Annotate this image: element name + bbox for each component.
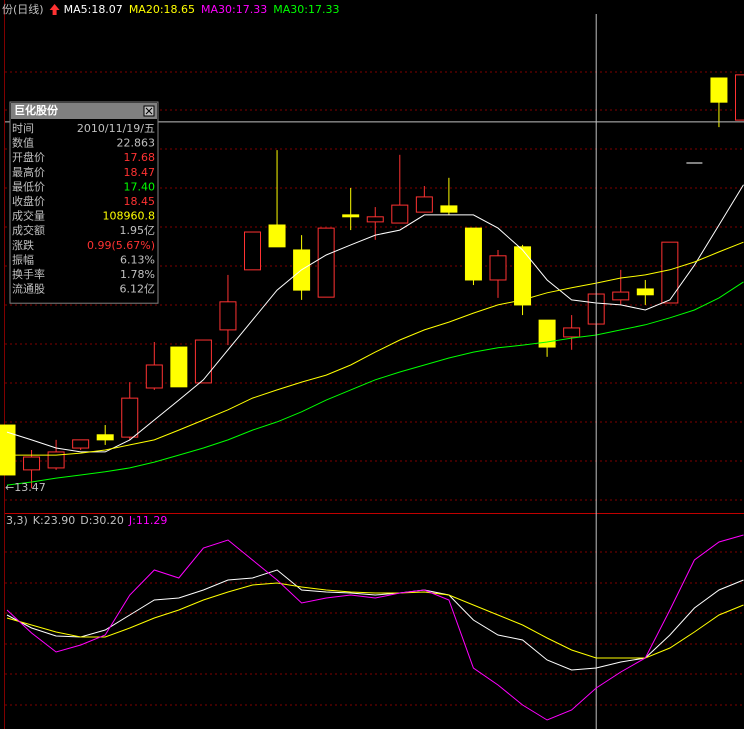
panel-frame xyxy=(9,101,159,304)
panel-label: 最低价 xyxy=(12,180,45,193)
candle-body xyxy=(489,255,507,281)
header: 份(日线) MA5:18.07 MA20:18.65 MA30:17.33 MA30:1… xyxy=(2,2,339,527)
candle-body xyxy=(538,319,556,348)
indicator-line xyxy=(6,582,744,659)
panel-value: 18.45 xyxy=(124,195,156,208)
panel-titlebar xyxy=(11,103,157,119)
panel-value: 22.863 xyxy=(117,137,156,150)
panel-value: 2010/11/19/五 xyxy=(77,122,155,135)
legend-entry: MA30:17.33 xyxy=(273,3,339,16)
legend-entry: J:11.29 xyxy=(128,514,167,527)
candle-body xyxy=(145,364,163,389)
candle-body xyxy=(415,196,433,213)
candle-body xyxy=(661,241,679,304)
candle-body xyxy=(391,204,409,224)
panel-label: 时间 xyxy=(12,122,34,135)
panel-value: 17.40 xyxy=(124,180,156,193)
legend-entry: K:23.90 xyxy=(33,514,75,527)
panel-label: 涨跌 xyxy=(12,238,34,252)
candle-body xyxy=(219,301,237,331)
panel-label: 换手率 xyxy=(12,267,45,281)
panel-value: 0.99(5.67%) xyxy=(87,239,155,252)
panel-value: 6.12亿 xyxy=(120,283,156,296)
candle-body xyxy=(440,205,458,213)
candle-body xyxy=(23,456,41,471)
up-arrow-icon xyxy=(49,4,60,15)
panel-label: 数值 xyxy=(12,137,34,150)
legend-entry: MA5:18.07 xyxy=(64,3,123,16)
candle-body xyxy=(244,231,261,271)
candle-body xyxy=(194,339,212,384)
legend-entry: MA20:18.65 xyxy=(129,3,195,16)
candle-body xyxy=(710,77,728,103)
panel-label: 开盘价 xyxy=(12,150,45,164)
panel-label: 振幅 xyxy=(12,252,34,266)
candle-body xyxy=(366,216,384,223)
candle-body xyxy=(96,434,114,441)
candle-body xyxy=(342,214,360,218)
panel-value: 6.13% xyxy=(120,253,155,266)
indicator-line xyxy=(6,569,744,671)
indicator-title: 3,3) xyxy=(6,514,28,527)
panel-title: 巨化股份 xyxy=(14,103,59,117)
indicator-line xyxy=(7,241,744,456)
candle-body xyxy=(464,227,482,281)
indicator-line xyxy=(6,534,744,721)
indicator-line xyxy=(6,281,744,486)
candle-body xyxy=(735,74,744,121)
panel-value: 18.47 xyxy=(124,166,156,179)
candle-body xyxy=(170,346,188,388)
candle-body xyxy=(612,291,630,301)
candle-body xyxy=(636,288,654,296)
panel-label: 收盘价 xyxy=(12,194,45,208)
legend-entry: MA30:17.33 xyxy=(201,3,267,16)
panel-value: 1.95亿 xyxy=(120,224,156,237)
candle-body xyxy=(72,439,90,449)
candle-body xyxy=(563,327,581,338)
close-icon xyxy=(145,107,153,115)
low-label: ←13.47 xyxy=(5,481,46,494)
panel-label: 成交额 xyxy=(12,223,45,237)
panel-label: 流通股 xyxy=(12,282,45,296)
chart-title: 份(日线) xyxy=(2,2,44,16)
panel-value: 1.78% xyxy=(120,268,155,281)
candle-body xyxy=(268,224,286,248)
panel-value: 108960.8 xyxy=(103,210,156,223)
panel-value: 17.68 xyxy=(124,151,156,164)
panel-label: 成交量 xyxy=(12,209,45,223)
candle-body xyxy=(0,424,16,476)
candle-body xyxy=(47,451,65,469)
candle-body xyxy=(514,246,532,306)
candle-body xyxy=(121,397,139,438)
candle-body xyxy=(317,227,335,298)
panel-label: 最高价 xyxy=(12,165,45,179)
indicator-line xyxy=(6,184,744,453)
legend-entry: D:30.20 xyxy=(80,514,124,527)
